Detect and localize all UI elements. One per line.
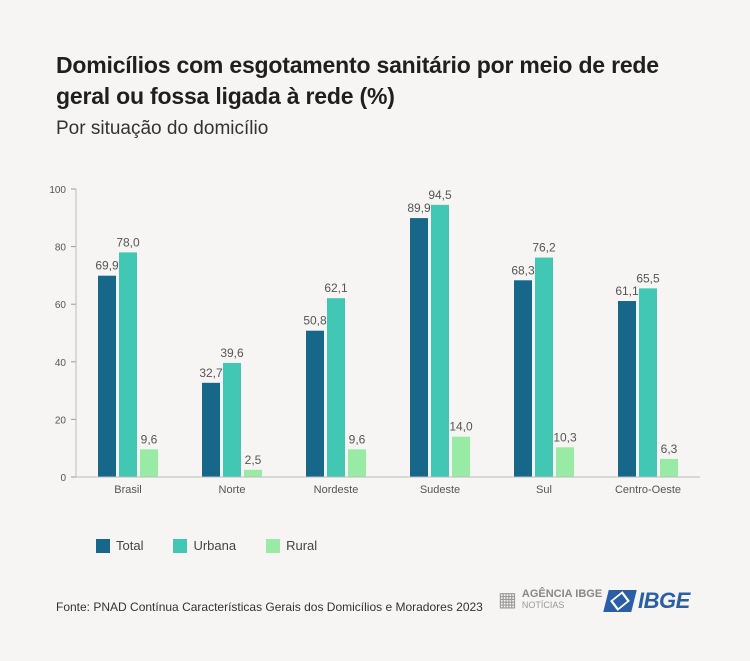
bar-urbana-sudeste [431,204,449,477]
data-label: 68,3 [511,263,535,277]
bar-rural-sul [556,447,574,477]
chart-title: Domicílios com esgotamento sanitário por… [56,52,659,109]
data-label: 89,9 [407,201,431,215]
legend-label-total: Total [116,538,144,553]
bar-rural-centro-oeste [660,458,678,477]
bar-total-brasil [98,275,116,477]
bar-chart: 0 20 40 60 80 100 69,9 78,0 9,6 Brasil 32,7 39,6 2,5… [49,185,700,496]
chart-subtitle: Por situação do domicílio [56,118,269,139]
legend-swatch-urbana [173,538,188,553]
brazil-map-icon: ▦ [498,589,517,611]
bar-total-sudeste [410,218,428,477]
ibge-mark-icon [603,590,637,612]
bar-urbana-nordeste [327,298,345,477]
bar-total-centro-oeste [618,301,636,477]
bar-rural-norte [244,469,262,477]
data-label: 39,6 [220,346,244,360]
bar-urbana-centro-oeste [639,288,657,477]
legend-swatch-total [96,538,110,553]
data-label: 62,1 [324,281,348,295]
data-label: 94,5 [428,188,452,202]
data-label: 2,5 [245,453,262,467]
data-label: 9,6 [141,432,158,446]
data-label: 10,3 [553,430,577,444]
legend-item-total: Total [96,538,143,553]
data-label: 76,2 [532,241,556,255]
x-tick-label: Centro-Oeste [615,484,681,496]
data-label: 14,0 [449,420,473,434]
y-tick-label: 20 [55,415,67,426]
y-tick-label: 0 [60,473,66,484]
ibge-wordmark: IBGE [638,588,690,613]
bar-total-norte [202,382,220,477]
bar-total-nordeste [306,330,324,477]
y-tick-label: 40 [55,358,67,369]
bar-urbana-sul [535,257,553,477]
bar-urbana-norte [223,362,241,477]
data-label: 6,3 [661,442,678,456]
bar-rural-brasil [140,449,158,477]
data-label: 9,6 [349,432,366,446]
agencia-ibge-logo: ▦ AGÊNCIA IBGE NOTÍCIAS [498,589,602,611]
x-tick-label: Sul [536,484,552,496]
y-tick-label: 100 [49,185,66,196]
x-tick-label: Norte [219,484,246,496]
source-note: Fonte: PNAD Contínua Características Ger… [56,600,483,614]
y-tick-label: 80 [55,243,67,254]
bar-urbana-brasil [119,252,137,477]
x-tick-label: Nordeste [314,484,359,496]
bar-rural-sudeste [452,436,470,477]
data-label: 61,1 [615,284,639,298]
ibge-logo: IBGE [603,588,690,614]
x-tick-label: Brasil [114,484,142,496]
legend-item-rural: Rural [266,538,317,553]
data-label: 69,9 [95,259,119,273]
agencia-logo-line2: NOTÍCIAS [521,600,565,610]
bar-total-sul [514,280,532,477]
legend-label-rural: Rural [286,538,318,553]
legend-item-urbana: Urbana [173,538,236,553]
data-label: 65,5 [636,271,660,285]
data-label: 32,7 [199,366,223,380]
bar-rural-nordeste [348,449,366,477]
data-label: 78,0 [116,235,140,249]
y-tick-label: 60 [55,300,67,311]
chart-legend: Total Urbana Rural [96,538,317,553]
data-label: 50,8 [303,314,327,328]
x-tick-label: Sudeste [420,484,460,496]
agencia-logo-line1: AGÊNCIA IBGE [521,588,603,600]
legend-label-urbana: Urbana [193,538,237,553]
legend-swatch-rural [266,538,281,553]
